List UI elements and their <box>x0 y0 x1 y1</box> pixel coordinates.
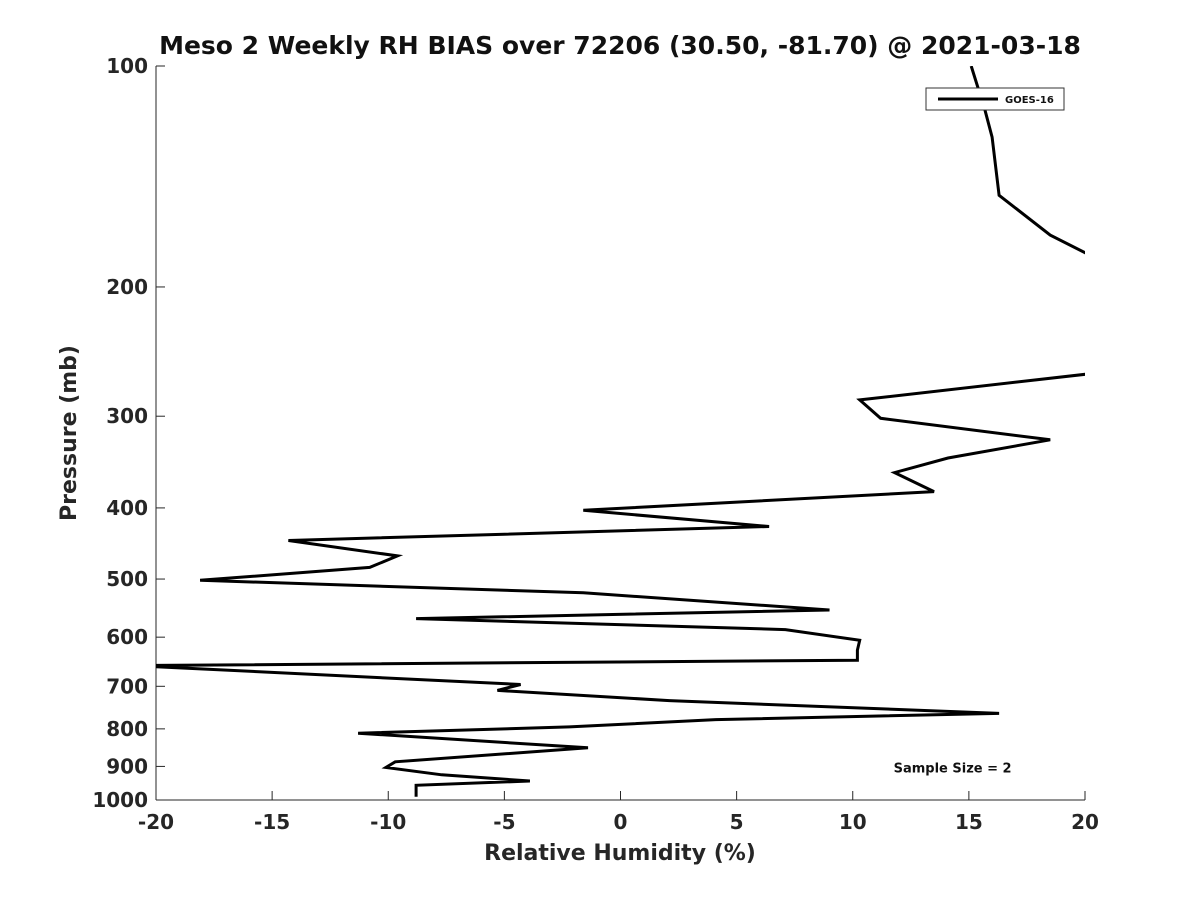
x-tick-label: -15 <box>254 810 290 834</box>
series-line-goes-16 <box>156 66 1085 797</box>
chart-title: Meso 2 Weekly RH BIAS over 72206 (30.50,… <box>159 31 1081 60</box>
y-tick-label: 1000 <box>92 788 148 812</box>
y-axis-label: Pressure (mb) <box>57 345 82 521</box>
y-tick-label: 100 <box>106 54 148 78</box>
x-tick-label: 10 <box>839 810 867 834</box>
legend-label: GOES-16 <box>1005 95 1054 106</box>
y-tick-label: 800 <box>106 717 148 741</box>
x-tick-label: -5 <box>493 810 515 834</box>
x-tick-label: -20 <box>138 810 174 834</box>
series-layer <box>156 66 1085 797</box>
y-tick-label: 200 <box>106 275 148 299</box>
legend: GOES-16 <box>925 87 1065 111</box>
x-tick-label: 15 <box>955 810 983 834</box>
sample-size-annotation: Sample Size = 2 <box>894 761 1012 776</box>
y-tick-label: 400 <box>106 496 148 520</box>
x-tick-label: -10 <box>370 810 406 834</box>
x-axis-label: Relative Humidity (%) <box>484 841 756 866</box>
x-tick-label: 5 <box>730 810 744 834</box>
y-tick-label: 900 <box>106 754 148 778</box>
x-tick-label: 20 <box>1071 810 1099 834</box>
y-tick-label: 500 <box>106 567 148 591</box>
x-tick-label: 0 <box>614 810 628 834</box>
ticks: -20 -15 -10 -5 0 5 10 15 20 100 200 300 400 500 600 700… <box>92 54 1099 834</box>
y-tick-label: 300 <box>106 404 148 428</box>
y-tick-label: 600 <box>106 625 148 649</box>
y-tick-label: 700 <box>106 674 148 698</box>
